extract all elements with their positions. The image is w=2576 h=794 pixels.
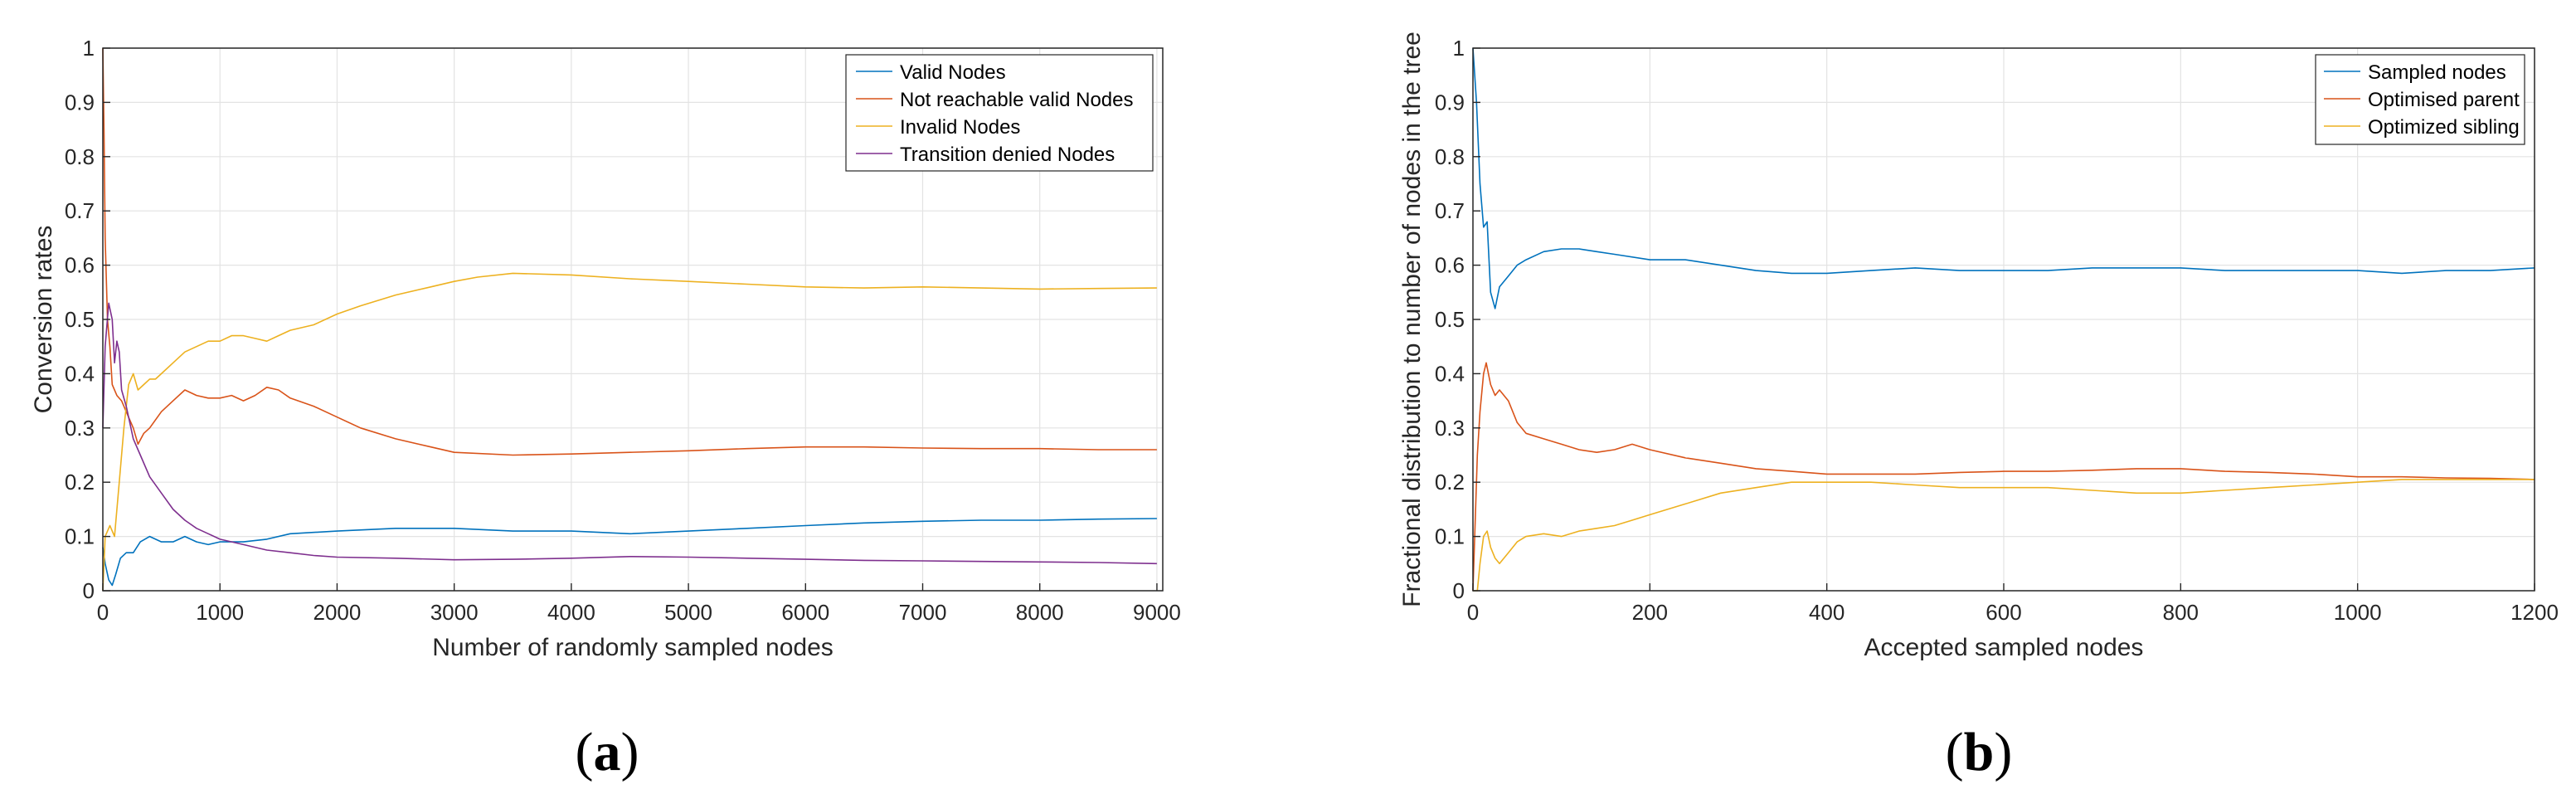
series-line-valid-nodes: [102, 518, 1157, 587]
y-tick-label: 0.8: [1435, 144, 1465, 169]
x-tick-label: 400: [1809, 600, 1845, 625]
x-ticks-a: 0 1000 2000 3000 4000 5000 6000 7000 8000 9000: [97, 583, 1181, 625]
x-axis-label-b: Accepted sampled nodes: [1864, 634, 2144, 661]
legend-box-b: [2315, 54, 2525, 145]
y-tick-label: 0.7: [1435, 198, 1465, 223]
y-tick-label: 0.7: [65, 198, 95, 223]
plot-lines-b: [1472, 47, 2535, 592]
legend-box-a: [845, 54, 1154, 172]
y-axis-label-a: Conversion rates: [30, 226, 57, 414]
plot-lines-a: [102, 47, 1157, 592]
y-tick-label: 0.3: [1435, 416, 1465, 441]
y-ticks-a: 0 0.1 0.2 0.3 0.4 0.5 0.6 0.7 0.8 0.9 1: [65, 36, 110, 603]
y-tick-label: 0.6: [1435, 253, 1465, 278]
x-tick-label: 7000: [899, 600, 947, 625]
x-tick-label: 0: [1467, 600, 1479, 625]
x-tick-label: 8000: [1016, 600, 1064, 625]
y-tick-label: 1: [1453, 36, 1465, 61]
panel-label-b: (b): [1946, 722, 2013, 782]
y-tick-label: 0.1: [1435, 524, 1465, 549]
series-line-transition-denied-nodes: [102, 302, 1157, 565]
y-tick-label: 0.1: [65, 524, 95, 549]
y-tick-label: 0.4: [1435, 361, 1465, 386]
y-tick-label: 0.2: [65, 470, 95, 494]
chart-panel-a: 0 1000 2000 3000 4000 5000 6000 7000 8000 9000 00…: [30, 36, 1181, 782]
y-tick-label: 0.8: [65, 144, 95, 169]
x-tick-label: 1000: [2334, 600, 2382, 625]
y-axis-label-b: Fractional distribution to number of nod…: [1398, 32, 1426, 607]
x-tick-label: 800: [2163, 600, 2199, 625]
legend-label-optimised-parent: Optimised parent: [2368, 89, 2520, 111]
legend-label-sampled-nodes: Sampled nodes: [2368, 61, 2506, 84]
y-tick-label: 0: [1453, 578, 1465, 603]
chart-panel-b: 0 200 400 600 800 1000 1200 0 0.1 0.2 0.3 0.4 0.5 0.…: [1398, 32, 2559, 782]
x-axis-label-a: Number of randomly sampled nodes: [432, 634, 834, 661]
y-tick-label: 1: [83, 36, 95, 61]
y-tick-label: 0.6: [65, 253, 95, 278]
x-tick-label: 5000: [664, 600, 712, 625]
x-tick-label: 3000: [430, 600, 479, 625]
legend-label-not-reachable: Not reachable valid Nodes: [900, 89, 1134, 111]
x-tick-label: 9000: [1133, 600, 1181, 625]
legend-label-invalid-nodes: Invalid Nodes: [900, 116, 1020, 139]
x-tick-label: 1200: [2510, 600, 2559, 625]
y-tick-label: 0.5: [65, 307, 95, 332]
x-tick-label: 2000: [313, 600, 362, 625]
x-tick-label: 1000: [196, 600, 244, 625]
legend-b: Sampled nodes Optimised parent Optimized…: [2315, 54, 2525, 145]
y-tick-label: 0.9: [1435, 90, 1465, 114]
x-tick-label: 0: [97, 600, 109, 625]
legend-label-valid-nodes: Valid Nodes: [900, 61, 1006, 84]
series-line-not-reachable-valid-nodes: [102, 47, 1157, 456]
panel-label-a: (a): [576, 722, 639, 782]
y-tick-label: 0.4: [65, 361, 95, 386]
x-ticks-b: 0 200 400 600 800 1000 1200: [1467, 583, 2559, 625]
legend-label-transition-denied: Transition denied Nodes: [900, 144, 1115, 166]
legend-label-optimized-sibling: Optimized sibling: [2368, 116, 2520, 139]
y-ticks-b: 0 0.1 0.2 0.3 0.4 0.5 0.6 0.7 0.8 0.9 1: [1435, 36, 1480, 603]
series-line-invalid-nodes: [102, 272, 1157, 592]
y-tick-label: 0.3: [65, 416, 95, 441]
legend-a: Valid Nodes Not reachable valid Nodes In…: [845, 54, 1154, 172]
x-tick-label: 4000: [547, 600, 595, 625]
x-tick-label: 6000: [781, 600, 829, 625]
y-tick-label: 0.9: [65, 90, 95, 114]
series-line-sampled-nodes: [1472, 47, 2535, 309]
y-tick-label: 0.5: [1435, 307, 1465, 332]
y-tick-label: 0: [83, 578, 95, 603]
x-tick-label: 200: [1632, 600, 1668, 625]
series-line-optimized-sibling: [1473, 479, 2535, 592]
x-tick-label: 600: [1985, 600, 2021, 625]
series-line-optimised-parent: [1472, 362, 2535, 592]
y-tick-label: 0.2: [1435, 470, 1465, 494]
